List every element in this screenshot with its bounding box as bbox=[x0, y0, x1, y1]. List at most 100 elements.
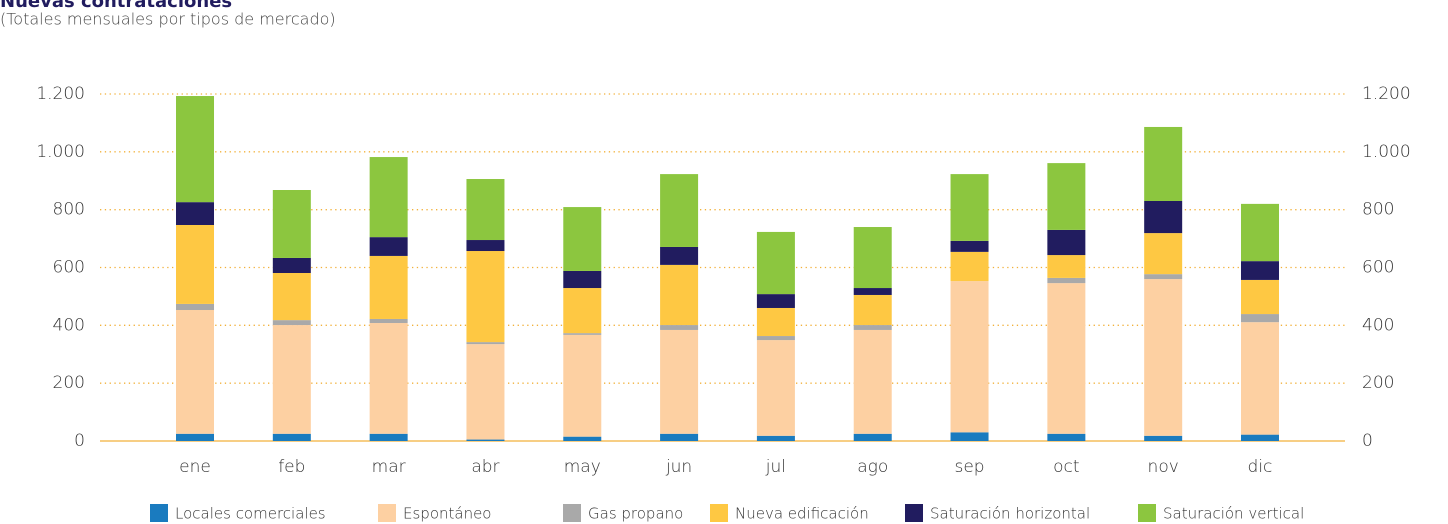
bar-segment bbox=[1240, 203, 1279, 262]
bar-segment bbox=[466, 439, 505, 441]
bar-segment bbox=[950, 432, 989, 441]
bar-segment bbox=[950, 251, 989, 282]
bar-segment bbox=[272, 320, 311, 326]
bar-segment bbox=[756, 231, 795, 295]
bar-segment bbox=[1144, 279, 1183, 436]
x-tick-label: abr bbox=[471, 457, 499, 477]
bar-segment bbox=[660, 325, 699, 330]
bar-segment bbox=[369, 255, 408, 319]
bar-segment bbox=[369, 237, 408, 256]
bar-segment bbox=[853, 433, 892, 441]
y2-tick-label: 1.200 bbox=[1362, 84, 1411, 104]
bar-segment bbox=[1047, 277, 1086, 284]
x-tick-label: nov bbox=[1148, 457, 1179, 477]
bar-segment bbox=[1047, 229, 1086, 256]
x-tick-label: feb bbox=[278, 457, 305, 477]
bar-segment bbox=[563, 288, 602, 334]
bar-segment bbox=[563, 334, 602, 437]
bar-segment bbox=[853, 288, 892, 295]
bar-segment bbox=[950, 240, 989, 252]
bar-segment bbox=[1047, 283, 1086, 434]
bar-segment bbox=[756, 294, 795, 308]
bar-segment bbox=[660, 174, 699, 247]
y2-tick-label: 0 bbox=[1362, 431, 1373, 451]
bar-segment bbox=[272, 272, 311, 321]
bar-segment bbox=[1240, 434, 1279, 441]
bar-segment bbox=[272, 257, 311, 273]
bar-segment bbox=[466, 344, 505, 440]
bar-segment bbox=[563, 270, 602, 289]
x-tick-label: sep bbox=[954, 457, 984, 477]
bar-segment bbox=[1144, 233, 1183, 275]
chart-title: Nuevas contrataciones bbox=[0, 0, 232, 12]
legend-label: Gas propano bbox=[588, 505, 683, 523]
bar-segment bbox=[853, 329, 892, 434]
bar-segment bbox=[369, 318, 408, 324]
bar-segment bbox=[563, 207, 602, 271]
x-tick-label: jun bbox=[665, 457, 692, 477]
bar-segment bbox=[853, 325, 892, 330]
bar-segment bbox=[1240, 279, 1279, 315]
bar-segment bbox=[1047, 163, 1086, 230]
bar-segment bbox=[176, 433, 215, 441]
y2-tick-label: 200 bbox=[1362, 373, 1394, 393]
y2-tick-label: 600 bbox=[1362, 258, 1394, 278]
x-tick-label: oct bbox=[1053, 457, 1079, 477]
legend-label: Espontáneo bbox=[403, 505, 491, 523]
y-tick-label: 200 bbox=[53, 373, 85, 393]
bar-segment bbox=[660, 246, 699, 265]
y-tick-label: 400 bbox=[53, 315, 85, 335]
bar-segment bbox=[756, 336, 795, 341]
bar-segment bbox=[563, 436, 602, 441]
bar-segment bbox=[369, 433, 408, 441]
legend-swatch bbox=[905, 504, 923, 522]
bar-segment bbox=[466, 342, 505, 345]
bar-segment bbox=[853, 227, 892, 289]
x-tick-label: mar bbox=[372, 457, 406, 477]
bar-segment bbox=[176, 310, 215, 434]
x-tick-label: ago bbox=[857, 457, 888, 477]
bar-segment bbox=[466, 179, 505, 241]
legend-swatch bbox=[710, 504, 728, 522]
legend-label: Saturación horizontal bbox=[930, 505, 1090, 523]
chart-subtitle: (Totales mensuales por tipos de mercado) bbox=[0, 10, 336, 29]
x-tick-label: jul bbox=[765, 457, 786, 477]
legend-label: Nueva edificación bbox=[735, 505, 869, 523]
y-tick-label: 1.000 bbox=[36, 142, 85, 162]
bar-segment bbox=[1047, 255, 1086, 278]
bar-segment bbox=[1240, 322, 1279, 435]
legend-label: Saturación vertical bbox=[1163, 505, 1304, 523]
bar-segment bbox=[176, 224, 215, 304]
bar-segment bbox=[272, 190, 311, 258]
bar-segment bbox=[1144, 274, 1183, 280]
x-tick-label: dic bbox=[1248, 457, 1273, 477]
bar-segment bbox=[272, 325, 311, 434]
y2-tick-label: 400 bbox=[1362, 315, 1394, 335]
bar-segment bbox=[660, 329, 699, 434]
legend-label: Locales comerciales bbox=[175, 505, 326, 523]
bar-segment bbox=[950, 174, 989, 241]
bar-segment bbox=[466, 251, 505, 343]
bar-segment bbox=[950, 281, 989, 433]
legend-swatch bbox=[150, 504, 168, 522]
x-tick-label: ene bbox=[179, 457, 211, 477]
legend-swatch bbox=[563, 504, 581, 522]
bar-segment bbox=[853, 294, 892, 326]
bar-segment bbox=[1144, 200, 1183, 234]
bar-segment bbox=[1240, 261, 1279, 280]
bar-segment bbox=[1240, 314, 1279, 323]
y-tick-label: 0 bbox=[74, 431, 85, 451]
bar-segment bbox=[466, 240, 505, 252]
bar-segment bbox=[176, 202, 215, 225]
bar-segment bbox=[1144, 126, 1183, 201]
y-tick-label: 600 bbox=[53, 258, 85, 278]
bar-segment bbox=[660, 433, 699, 441]
y-tick-label: 800 bbox=[53, 200, 85, 220]
bar-segment bbox=[756, 340, 795, 436]
y2-tick-label: 800 bbox=[1362, 200, 1394, 220]
y-tick-label: 1.200 bbox=[36, 84, 85, 104]
bar-segment bbox=[176, 96, 215, 203]
legend-swatch bbox=[378, 504, 396, 522]
bar-segment bbox=[369, 157, 408, 238]
